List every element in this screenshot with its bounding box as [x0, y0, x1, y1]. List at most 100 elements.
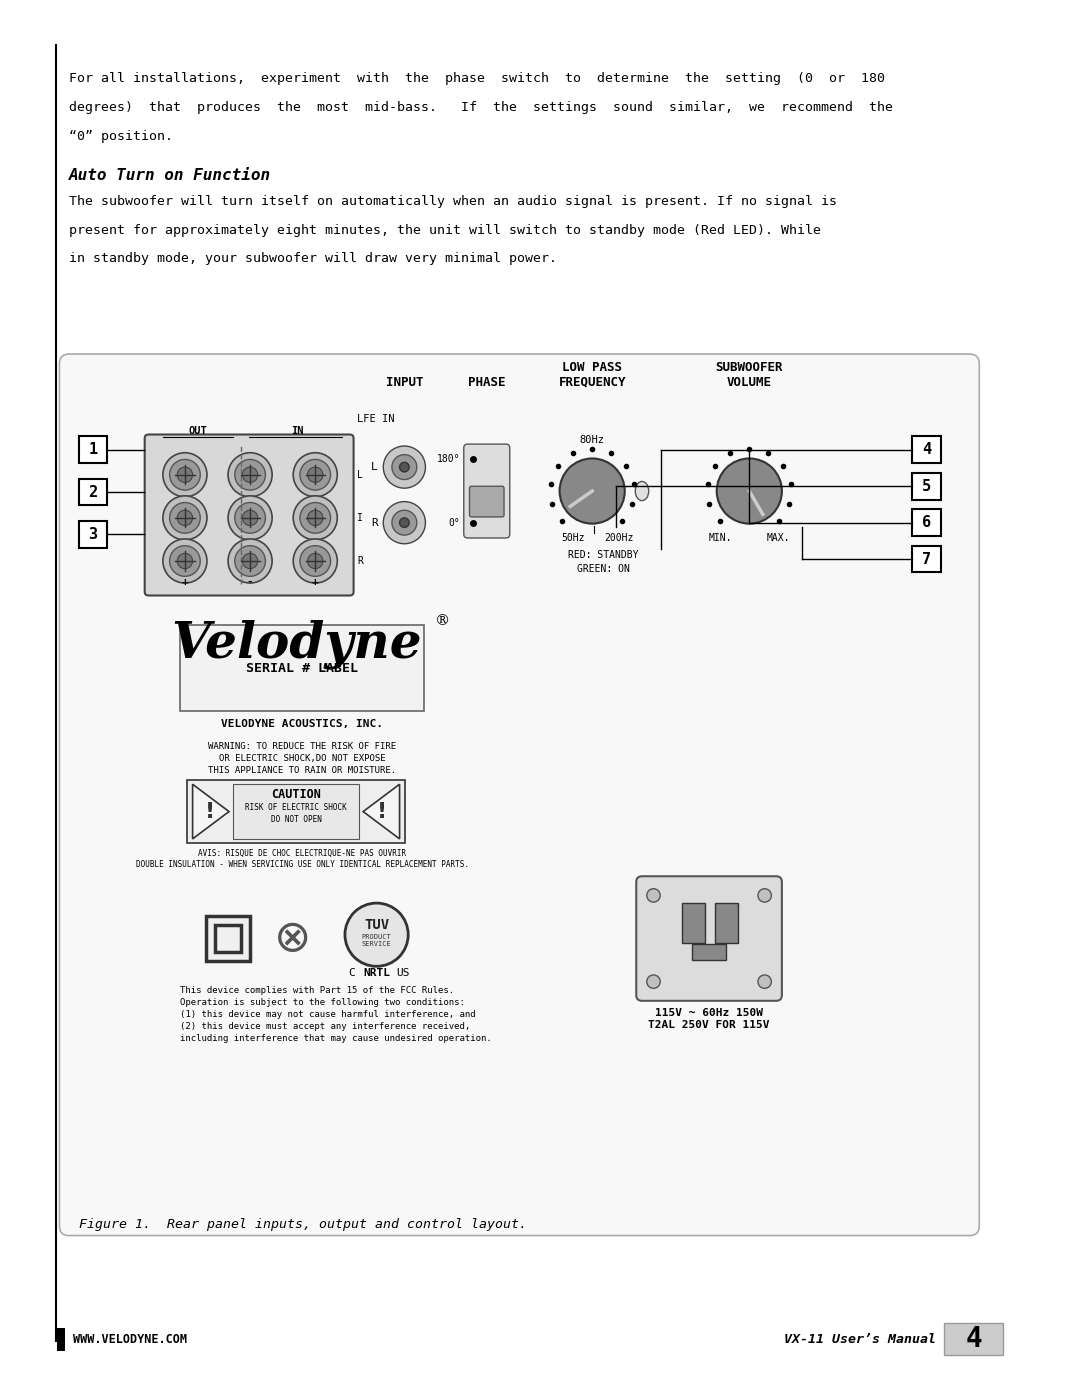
- Text: WARNING: TO REDUCE THE RISK OF FIRE
OR ELECTRIC SHOCK,DO NOT EXPOSE
THIS APPLIAN: WARNING: TO REDUCE THE RISK OF FIRE OR E…: [208, 742, 396, 775]
- Text: For all installations,  experiment  with  the  phase  switch  to  determine  the: For all installations, experiment with t…: [69, 73, 885, 85]
- Text: CAUTION: CAUTION: [271, 788, 321, 800]
- Circle shape: [392, 454, 417, 479]
- Circle shape: [647, 888, 660, 902]
- Bar: [692, 944, 727, 960]
- Text: -: -: [246, 577, 254, 587]
- Bar: [233, 784, 360, 838]
- Bar: [913, 510, 941, 536]
- Text: US: US: [396, 968, 410, 978]
- FancyBboxPatch shape: [636, 876, 782, 1000]
- Text: “0” position.: “0” position.: [69, 130, 173, 142]
- Text: present for approximately eight minutes, the unit will switch to standby mode (R: present for approximately eight minutes,…: [69, 224, 821, 236]
- Text: R: R: [357, 556, 363, 566]
- Text: ⊗: ⊗: [273, 916, 311, 960]
- Circle shape: [647, 975, 660, 988]
- Text: OUT: OUT: [189, 426, 207, 436]
- Text: degrees)  that  produces  the  most  mid-bass.   If  the  settings  sound  simil: degrees) that produces the most mid-bass…: [69, 101, 893, 115]
- Text: PHASE: PHASE: [468, 376, 505, 388]
- Bar: [913, 546, 941, 573]
- Text: LOW PASS
FREQUENCY: LOW PASS FREQUENCY: [558, 360, 626, 388]
- FancyBboxPatch shape: [145, 434, 353, 595]
- Circle shape: [400, 462, 409, 472]
- Bar: [57, 1327, 65, 1351]
- Circle shape: [234, 546, 266, 577]
- Circle shape: [300, 503, 330, 534]
- Text: C: C: [348, 968, 355, 978]
- Circle shape: [177, 467, 192, 482]
- Circle shape: [163, 496, 207, 539]
- Circle shape: [242, 553, 258, 569]
- Text: 80Hz: 80Hz: [580, 434, 605, 446]
- Circle shape: [717, 458, 782, 524]
- Text: 6: 6: [922, 515, 931, 531]
- Circle shape: [758, 975, 771, 988]
- Circle shape: [383, 446, 426, 488]
- Bar: [683, 902, 705, 943]
- Text: 4: 4: [922, 443, 931, 457]
- Circle shape: [234, 503, 266, 534]
- Text: LFE IN: LFE IN: [357, 414, 395, 425]
- Bar: [215, 925, 242, 951]
- Circle shape: [345, 902, 408, 967]
- Text: 1: 1: [89, 443, 97, 457]
- Text: 7: 7: [922, 552, 931, 567]
- Circle shape: [234, 460, 266, 490]
- Text: SUBWOOFER
VOLUME: SUBWOOFER VOLUME: [716, 360, 783, 388]
- Text: TUV: TUV: [364, 918, 389, 932]
- Text: ®: ®: [435, 615, 450, 629]
- Bar: [79, 521, 107, 548]
- Text: RED: STANDBY: RED: STANDBY: [568, 550, 639, 560]
- Text: 4: 4: [966, 1326, 982, 1354]
- Text: The subwoofer will turn itself on automatically when an audio signal is present.: The subwoofer will turn itself on automa…: [69, 196, 837, 208]
- Text: 0°: 0°: [448, 518, 460, 528]
- Text: VX-11 User’s Manual: VX-11 User’s Manual: [784, 1333, 936, 1345]
- Text: !: !: [205, 802, 215, 821]
- Text: 115V ~ 60Hz 150W
T2AL 250V FOR 115V: 115V ~ 60Hz 150W T2AL 250V FOR 115V: [648, 1009, 770, 1030]
- Text: in standby mode, your subwoofer will draw very minimal power.: in standby mode, your subwoofer will dra…: [69, 253, 557, 265]
- Circle shape: [300, 546, 330, 577]
- FancyBboxPatch shape: [470, 486, 504, 517]
- Circle shape: [228, 539, 272, 583]
- Text: I: I: [357, 513, 363, 522]
- Bar: [79, 436, 107, 464]
- Circle shape: [242, 467, 258, 482]
- Text: MAX.: MAX.: [767, 534, 789, 543]
- Ellipse shape: [635, 482, 649, 500]
- Circle shape: [170, 503, 200, 534]
- Circle shape: [308, 467, 323, 482]
- Circle shape: [228, 453, 272, 497]
- Circle shape: [308, 510, 323, 525]
- Text: R: R: [370, 518, 378, 528]
- Circle shape: [293, 496, 337, 539]
- Text: VELODYNE ACOUSTICS, INC.: VELODYNE ACOUSTICS, INC.: [221, 719, 383, 729]
- Text: L: L: [370, 462, 378, 472]
- Text: Figure 1.  Rear panel inputs, output and control layout.: Figure 1. Rear panel inputs, output and …: [79, 1218, 527, 1231]
- Text: 5: 5: [922, 479, 931, 493]
- Circle shape: [758, 888, 771, 902]
- Text: WWW.VELODYNE.COM: WWW.VELODYNE.COM: [72, 1333, 187, 1345]
- FancyBboxPatch shape: [463, 444, 510, 538]
- Circle shape: [293, 453, 337, 497]
- Text: INPUT: INPUT: [386, 376, 423, 388]
- Bar: [715, 902, 738, 943]
- Bar: [180, 626, 424, 711]
- Text: Auto Turn on Function: Auto Turn on Function: [69, 168, 271, 183]
- Text: Velodyne: Velodyne: [172, 620, 422, 669]
- Bar: [913, 436, 941, 464]
- Circle shape: [293, 539, 337, 583]
- Bar: [206, 916, 251, 961]
- Circle shape: [383, 502, 426, 543]
- Circle shape: [170, 460, 200, 490]
- Circle shape: [300, 460, 330, 490]
- Circle shape: [308, 553, 323, 569]
- Text: 50Hz: 50Hz: [562, 534, 584, 543]
- Circle shape: [392, 510, 417, 535]
- Circle shape: [163, 453, 207, 497]
- Circle shape: [163, 539, 207, 583]
- Circle shape: [242, 510, 258, 525]
- Text: AVIS: RISQUE DE CHOC ELECTRIQUE-NE PAS OUVRIR
DOUBLE INSULATION - WHEN SERVICING: AVIS: RISQUE DE CHOC ELECTRIQUE-NE PAS O…: [136, 848, 469, 869]
- Text: L: L: [357, 469, 363, 479]
- Text: 200Hz: 200Hz: [605, 534, 634, 543]
- Circle shape: [170, 546, 200, 577]
- Bar: [913, 472, 941, 500]
